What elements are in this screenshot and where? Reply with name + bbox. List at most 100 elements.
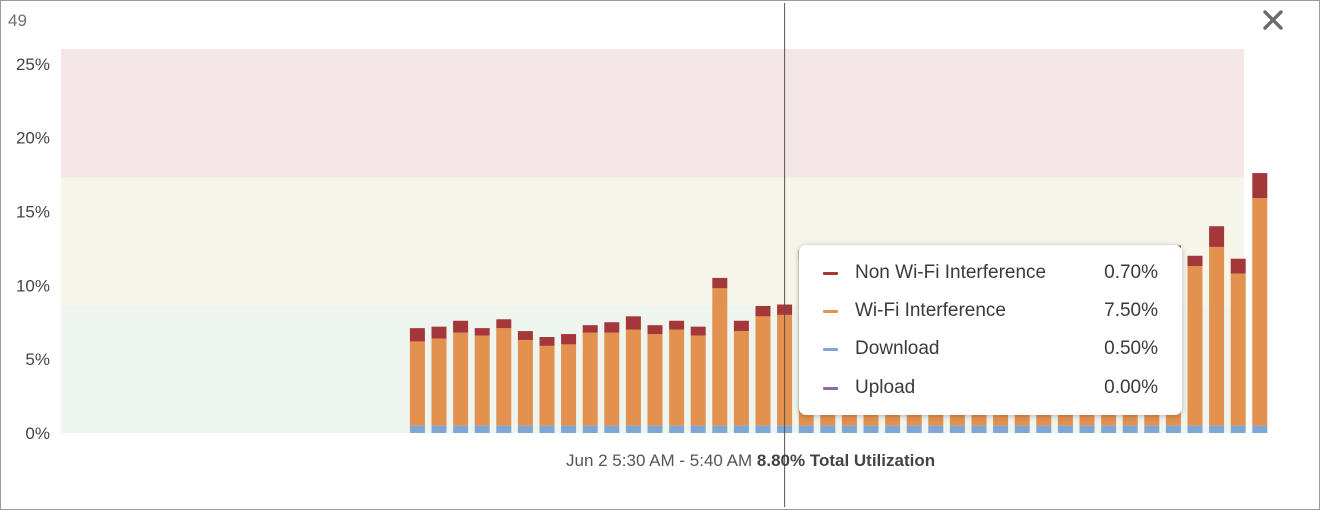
- bar-16[interactable]: [733, 320, 749, 433]
- bar-segment-download: [1079, 425, 1095, 433]
- bar-segment-non-wifi: [1209, 226, 1225, 247]
- bar-6[interactable]: [517, 331, 533, 433]
- bar-segment-wifi: [409, 341, 425, 426]
- bar-segment-download: [841, 425, 857, 433]
- bar-segment-non-wifi: [733, 320, 749, 332]
- y-tick-label: 15%: [16, 202, 50, 221]
- hover-caption: Jun 2 5:30 AM - 5:40 AM 8.80% Total Util…: [566, 451, 935, 471]
- bar-segment-download: [647, 425, 663, 433]
- tooltip-row-upload: Upload 0.00%: [799, 373, 1182, 403]
- tooltip-value: 0.70%: [1104, 262, 1158, 283]
- bar-segment-wifi: [431, 338, 447, 426]
- bar-segment-non-wifi: [1230, 258, 1246, 274]
- bar-3[interactable]: [453, 320, 469, 433]
- y-tick-label: 10%: [16, 276, 50, 295]
- bar-38[interactable]: [1209, 226, 1225, 433]
- bar-segment-download: [1101, 425, 1117, 433]
- bar-segment-download: [885, 425, 901, 433]
- y-tick-label: 25%: [16, 55, 50, 74]
- bar-segment-download: [431, 425, 447, 433]
- bar-segment-download: [733, 425, 749, 433]
- legend-swatch-non-wifi: [823, 272, 838, 275]
- bar-segment-download: [798, 425, 814, 433]
- bar-segment-wifi: [690, 335, 706, 426]
- bar-segment-download: [712, 425, 728, 433]
- tooltip-row-download: Download 0.50%: [799, 334, 1182, 364]
- bar-segment-download: [1057, 425, 1073, 433]
- close-x-icon: [1263, 10, 1283, 30]
- bar-40[interactable]: [1252, 173, 1268, 433]
- bar-segment-wifi: [669, 329, 685, 426]
- bar-segment-non-wifi: [561, 334, 577, 345]
- bar-segment-download: [1165, 425, 1181, 433]
- y-tick-label: 20%: [16, 129, 50, 148]
- bar-segment-download: [755, 425, 771, 433]
- caption-time-range: Jun 2 5:30 AM - 5:40 AM: [566, 451, 753, 470]
- bar-12[interactable]: [647, 325, 663, 433]
- bar-segment-download: [1014, 425, 1030, 433]
- bar-9[interactable]: [582, 325, 598, 433]
- tooltip-label: Download: [855, 338, 940, 359]
- bar-10[interactable]: [604, 322, 620, 433]
- bar-segment-download: [1036, 425, 1052, 433]
- bar-segment-non-wifi: [474, 328, 490, 336]
- bar-segment-non-wifi: [453, 320, 469, 333]
- bar-segment-wifi: [712, 288, 728, 426]
- bar-segment-non-wifi: [517, 331, 533, 340]
- bar-segment-non-wifi: [647, 325, 663, 335]
- bar-segment-download: [1187, 425, 1203, 433]
- caption-total-utilization: 8.80% Total Utilization: [756, 451, 936, 470]
- bar-14[interactable]: [690, 326, 706, 433]
- bar-11[interactable]: [625, 316, 641, 433]
- bar-segment-wifi: [1187, 266, 1203, 426]
- bar-5[interactable]: [496, 319, 512, 433]
- bar-segment-download: [949, 425, 965, 433]
- bar-4[interactable]: [474, 328, 490, 433]
- bar-segment-wifi: [733, 331, 749, 426]
- bar-segment-non-wifi: [582, 325, 598, 333]
- bar-segment-non-wifi: [755, 305, 771, 317]
- bar-segment-download: [1230, 425, 1246, 433]
- hover-tooltip: Non Wi-Fi Interference 0.70% Wi-Fi Inter…: [799, 245, 1182, 415]
- bar-segment-non-wifi: [409, 328, 425, 342]
- y-tick-label: 0%: [25, 424, 50, 443]
- bar-segment-download: [539, 425, 555, 433]
- bar-1[interactable]: [409, 328, 425, 433]
- close-button[interactable]: [1261, 8, 1285, 32]
- bar-7[interactable]: [539, 337, 555, 433]
- bar-13[interactable]: [669, 320, 685, 433]
- tooltip-label: Non Wi-Fi Interference: [855, 262, 1047, 283]
- bar-17[interactable]: [755, 305, 771, 433]
- legend-swatch-download: [823, 348, 838, 351]
- y-tick-label: 5%: [25, 350, 50, 369]
- bar-segment-wifi: [496, 328, 512, 426]
- bar-segment-download: [517, 425, 533, 433]
- bar-2[interactable]: [431, 326, 447, 433]
- bar-segment-wifi: [755, 316, 771, 426]
- bar-segment-wifi: [625, 329, 641, 426]
- bar-segment-download: [604, 425, 620, 433]
- bar-segment-download: [561, 425, 577, 433]
- corner-number: 49: [8, 11, 27, 30]
- bar-segment-download: [863, 425, 879, 433]
- bar-segment-download: [453, 425, 469, 433]
- tooltip-value: 7.50%: [1104, 300, 1158, 321]
- bar-segment-download: [474, 425, 490, 433]
- bar-segment-wifi: [1252, 198, 1268, 426]
- bar-8[interactable]: [561, 334, 577, 433]
- bar-segment-download: [409, 425, 425, 433]
- bar-segment-non-wifi: [1252, 173, 1268, 199]
- bar-15[interactable]: [712, 277, 728, 433]
- bar-segment-download: [971, 425, 987, 433]
- legend-swatch-upload: [823, 387, 838, 390]
- bar-segment-non-wifi: [1187, 255, 1203, 267]
- bar-segment-download: [906, 425, 922, 433]
- tooltip-row-wifi: Wi-Fi Interference 7.50%: [799, 296, 1182, 326]
- bar-segment-wifi: [517, 339, 533, 426]
- bar-segment-non-wifi: [669, 320, 685, 330]
- bar-39[interactable]: [1230, 258, 1246, 433]
- bar-37[interactable]: [1187, 255, 1203, 433]
- bar-segment-non-wifi: [690, 326, 706, 336]
- bar-segment-wifi: [1230, 273, 1246, 426]
